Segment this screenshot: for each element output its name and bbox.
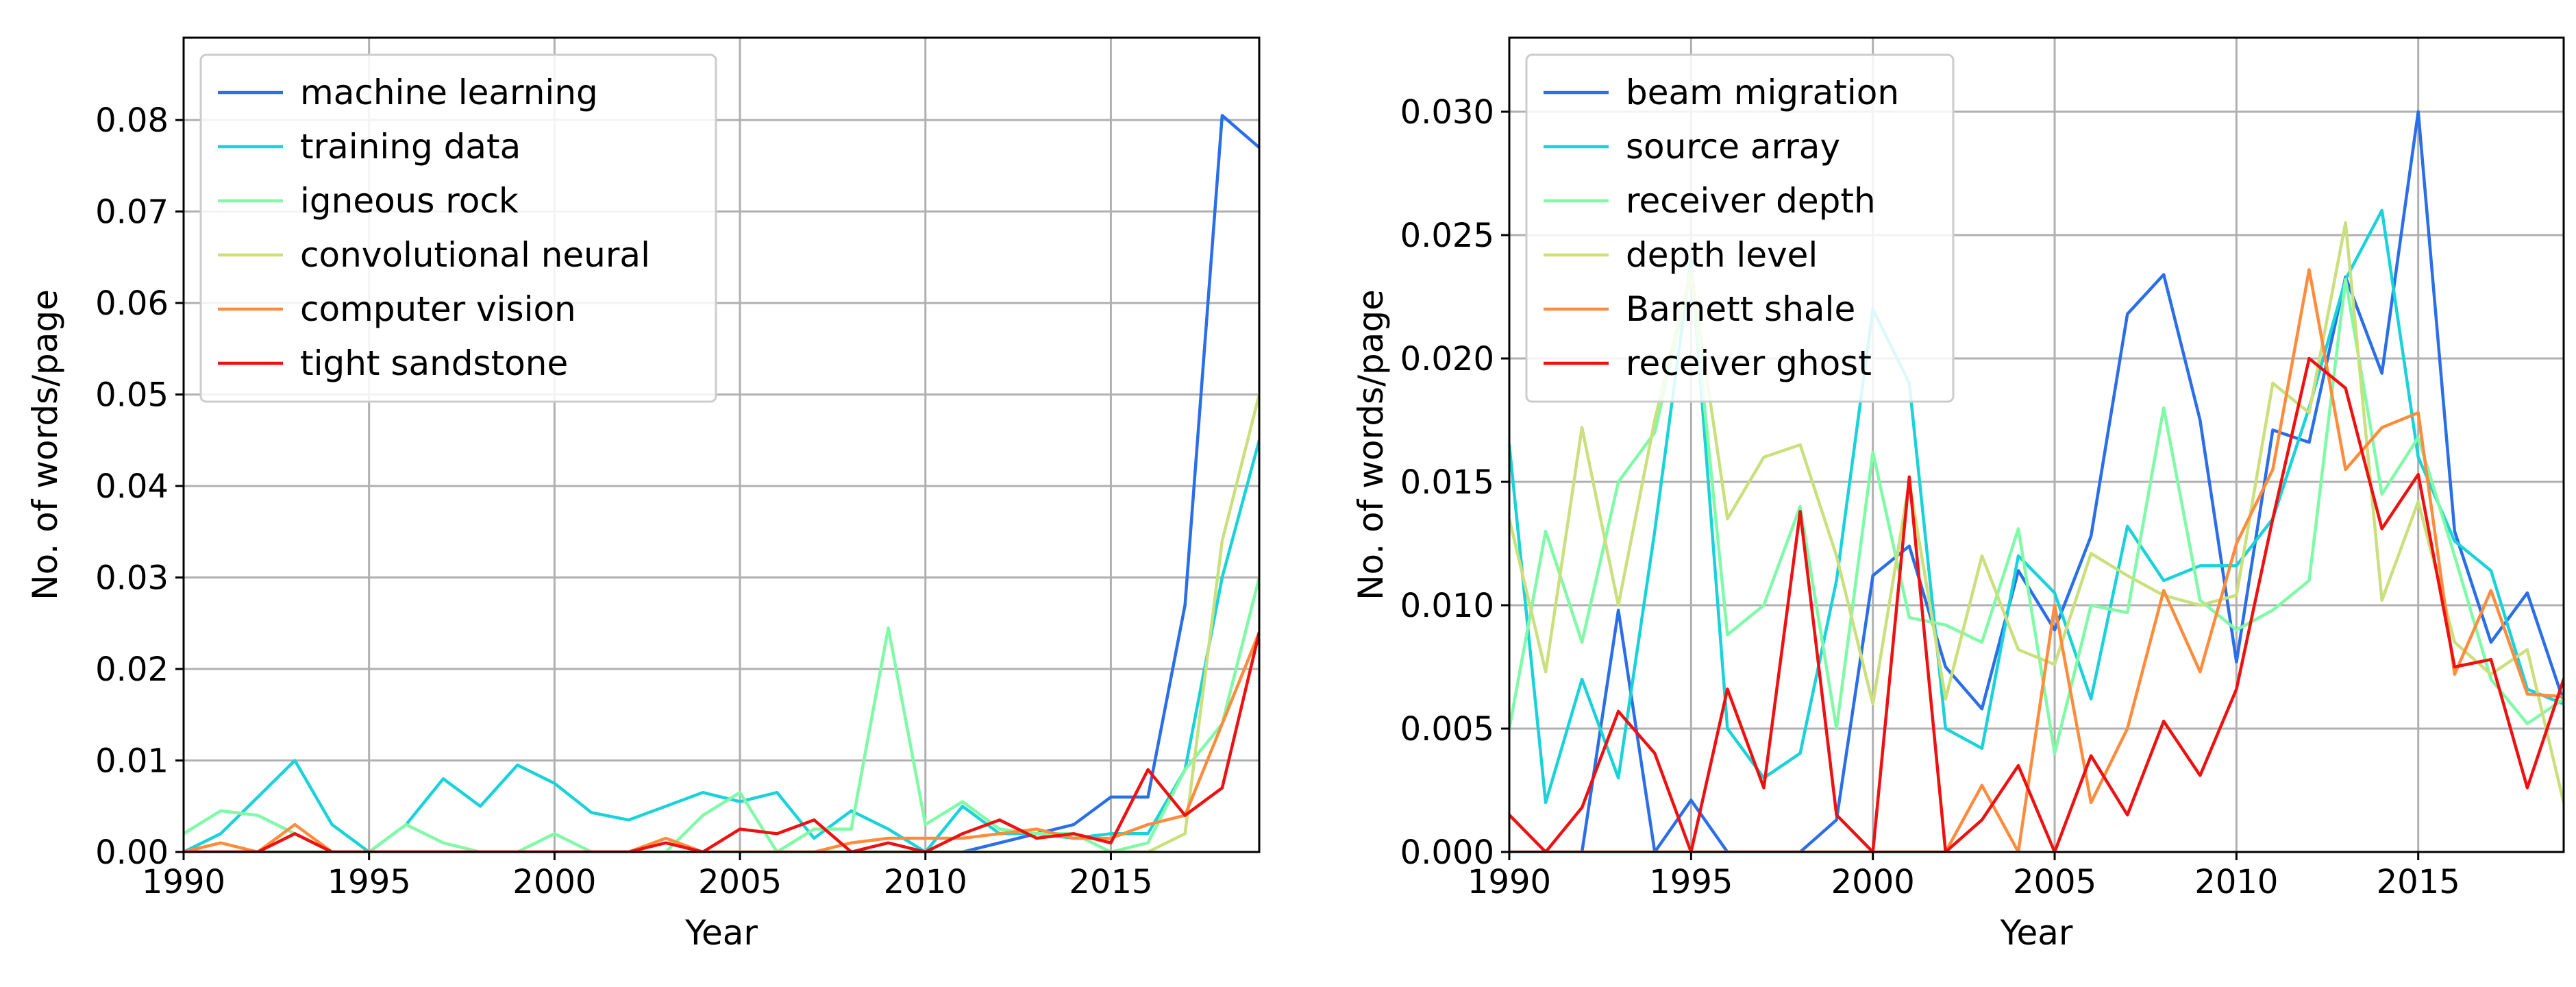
left-x-tick-label: 2005: [698, 863, 782, 901]
right-plot-frame: [1508, 36, 2565, 853]
right-x-axis-title: Year: [2000, 913, 2073, 953]
left-y-axis-title: No. of words/page: [25, 289, 65, 600]
left-legend-label-igneous-rock: igneous rock: [300, 181, 519, 221]
right-y-tick-label: 0.000: [1400, 833, 1494, 872]
left-y-tick-label: 0.03: [95, 559, 169, 598]
right-y-tick-label: 0.010: [1400, 587, 1494, 625]
right-legend-label-barnett-shale: Barnett shale: [1626, 289, 1855, 329]
left-x-tick-label: 2010: [884, 863, 967, 901]
left-y-tick-label: 0.04: [95, 467, 169, 506]
right-y-tick-label: 0.005: [1400, 710, 1494, 748]
left-legend-label-machine-learning: machine learning: [300, 73, 598, 112]
left-series-line-training-data: [184, 439, 1259, 852]
left-series-line-machine-learning: [184, 114, 1259, 852]
left-legend-box: [199, 53, 717, 403]
left-x-tick-label: 2015: [1069, 863, 1152, 901]
left-series-line-computer-vision: [184, 631, 1259, 852]
right-y-axis-title: No. of words/page: [1351, 289, 1391, 600]
left-plot-frame: [182, 36, 1261, 853]
left-y-tick-label: 0.06: [95, 284, 169, 323]
left-y-tick-label: 0.07: [95, 193, 169, 232]
left-legend-label-training-data: training data: [300, 127, 521, 167]
left-legend-label-computer-vision: computer vision: [300, 289, 576, 329]
right-legend-label-depth-level: depth level: [1626, 235, 1818, 275]
right-legend-label-receiver-depth: receiver depth: [1626, 181, 1876, 221]
right-y-tick-label: 0.030: [1400, 93, 1494, 132]
left-y-tick-label: 0.02: [95, 650, 169, 689]
left-y-tick-label: 0.00: [95, 833, 169, 872]
right-legend-box: [1525, 53, 1955, 403]
left-x-tick-label: 2000: [512, 863, 596, 901]
left-legend-label-convolutional-neural: convolutional neural: [300, 235, 650, 275]
right-x-tick-label: 2000: [1831, 863, 1915, 901]
right-legend-label-receiver-ghost: receiver ghost: [1626, 343, 1872, 383]
right-series-line-barnett-shale: [1509, 268, 2564, 852]
left-x-tick-label: 1995: [327, 863, 411, 901]
right-chart-panel: 1990 1995 2000 2005 2010 2015 0.000 0.005 0.010 0…: [1351, 36, 2565, 953]
left-series-line-convolutional-neural: [184, 393, 1259, 852]
left-chart-panel: 1990 1995 2000 2005 2010 2015 0.00 0.01 0.02 0.03…: [25, 36, 1261, 953]
right-x-tick-label: 1995: [1649, 863, 1733, 901]
right-series-line-receiver-ghost: [1509, 356, 2564, 852]
left-series-line-igneous-rock: [184, 576, 1259, 852]
left-legend: machine learning training data igneous roc…: [199, 53, 717, 403]
right-legend: beam migration source array receiver depth…: [1525, 53, 1955, 403]
right-legend-label-beam-migration: beam migration: [1626, 73, 1899, 112]
right-x-tick-label: 2015: [2377, 863, 2460, 901]
left-legend-label-tight-sandstone: tight sandstone: [300, 343, 568, 383]
right-y-tick-label: 0.020: [1400, 340, 1494, 378]
left-series-lines: [184, 114, 1259, 852]
left-y-tick-label: 0.08: [95, 101, 169, 140]
left-y-tick-label: 0.05: [95, 376, 169, 415]
right-series-line-beam-migration: [1509, 110, 2564, 852]
right-y-tick-label: 0.025: [1400, 217, 1494, 255]
right-y-tick-label: 0.015: [1400, 463, 1494, 502]
right-x-tick-label: 2005: [2013, 863, 2096, 901]
left-series-line-tight-sandstone: [184, 631, 1259, 852]
left-x-axis-title: Year: [684, 913, 758, 953]
left-y-tick-label: 0.01: [95, 742, 169, 781]
right-x-tick-label: 1990: [1467, 863, 1551, 901]
left-x-tick-label: 1990: [142, 863, 225, 901]
right-legend-label-source-array: source array: [1626, 127, 1840, 167]
right-x-tick-label: 2010: [2194, 863, 2278, 901]
